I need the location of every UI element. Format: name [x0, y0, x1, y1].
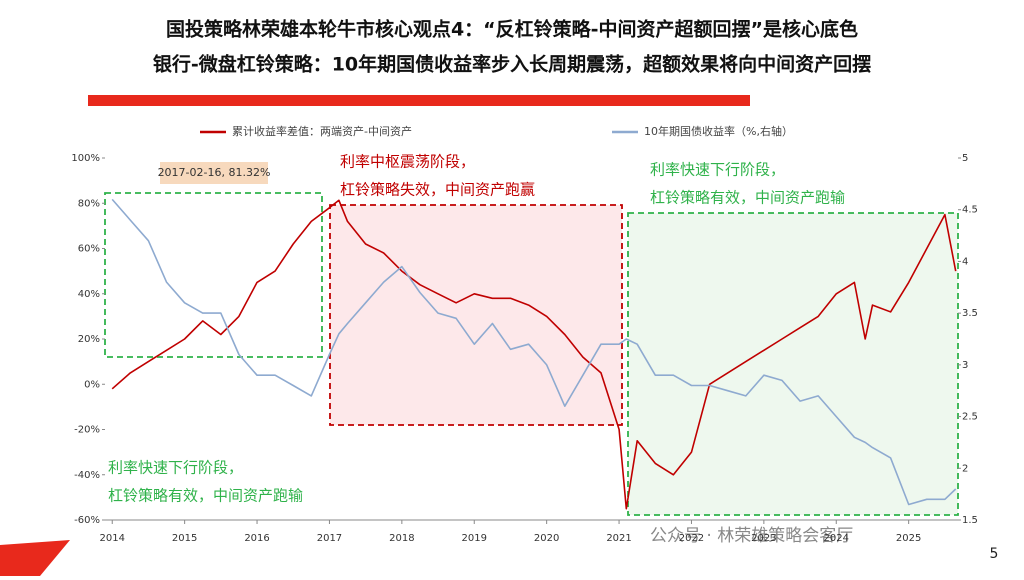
- page-number: 5: [990, 546, 999, 562]
- series-line: [111, 199, 957, 510]
- x-tick-label: 2016: [244, 533, 269, 544]
- y2-tick-label: 5: [962, 153, 968, 164]
- y-tick-label: -20%: [74, 425, 100, 436]
- slide-subtitle: 银行-微盘杠铃策略：10年期国债收益率步入长周期震荡，超额效果将向中间资产回摆: [153, 53, 871, 76]
- x-tick-label: 2014: [100, 533, 125, 544]
- y-tick-label: 20%: [78, 334, 100, 345]
- x-tick-label: 2022: [679, 533, 704, 544]
- x-tick-label: 2023: [751, 533, 776, 544]
- annotation: 利率快速下行阶段，: [108, 459, 243, 477]
- slide-title: 国投策略林荣雄本轮牛市核心观点4：“反杠铃策略-中间资产超额回摆”是核心底色: [166, 18, 858, 41]
- y2-tick-label: 3: [962, 360, 968, 371]
- annotation-bg: [160, 162, 268, 184]
- y2-tick-label: 4.5: [962, 205, 978, 216]
- series-line: [111, 198, 957, 506]
- y-tick-label: 80%: [78, 198, 100, 209]
- y2-tick-label: 3.5: [962, 308, 978, 319]
- y2-tick-label: 4: [962, 256, 968, 267]
- y-tick-label: 100%: [71, 153, 100, 164]
- annotation: 利率快速下行阶段，: [650, 161, 785, 179]
- title-bar: [88, 95, 750, 106]
- x-tick-label: 2025: [896, 533, 921, 544]
- y-tick-label: 40%: [78, 289, 100, 300]
- x-tick-label: 2024: [824, 533, 849, 544]
- phase-box: [104, 192, 323, 358]
- phase-box: [627, 212, 959, 516]
- x-tick-label: 2015: [172, 533, 197, 544]
- y-tick-label: 60%: [78, 244, 100, 255]
- legend-label: 10年期国债收益率（%,右轴）: [644, 124, 793, 138]
- x-tick-label: 2018: [389, 533, 414, 544]
- phase-box: [329, 204, 623, 426]
- x-tick-label: 2020: [534, 533, 559, 544]
- x-tick-label: 2017: [317, 533, 342, 544]
- y-tick-label: -40%: [74, 470, 100, 481]
- y2-tick-label: 1.5: [962, 515, 978, 526]
- corner-decoration: [0, 540, 70, 576]
- annotation: 杠铃策略有效，中间资产跑输: [650, 189, 845, 207]
- x-tick-label: 2019: [462, 533, 487, 544]
- peak-label: 2017-02-16, 81.32%: [158, 166, 271, 179]
- annotation: 杠铃策略有效，中间资产跑输: [108, 487, 303, 505]
- legend-label: 累计收益率差值：两端资产-中间资产: [232, 124, 412, 138]
- y2-tick-label: 2.5: [962, 412, 978, 423]
- y2-tick-label: 2: [962, 463, 968, 474]
- annotation: 杠铃策略失效，中间资产跑赢: [340, 181, 535, 199]
- y-tick-label: 0%: [84, 379, 100, 390]
- watermark: 公众号 · 林荣雄策略会客厅: [650, 526, 853, 546]
- annotation: 利率中枢震荡阶段，: [340, 153, 475, 171]
- y-tick-label: -60%: [74, 515, 100, 526]
- x-tick-label: 2021: [606, 533, 631, 544]
